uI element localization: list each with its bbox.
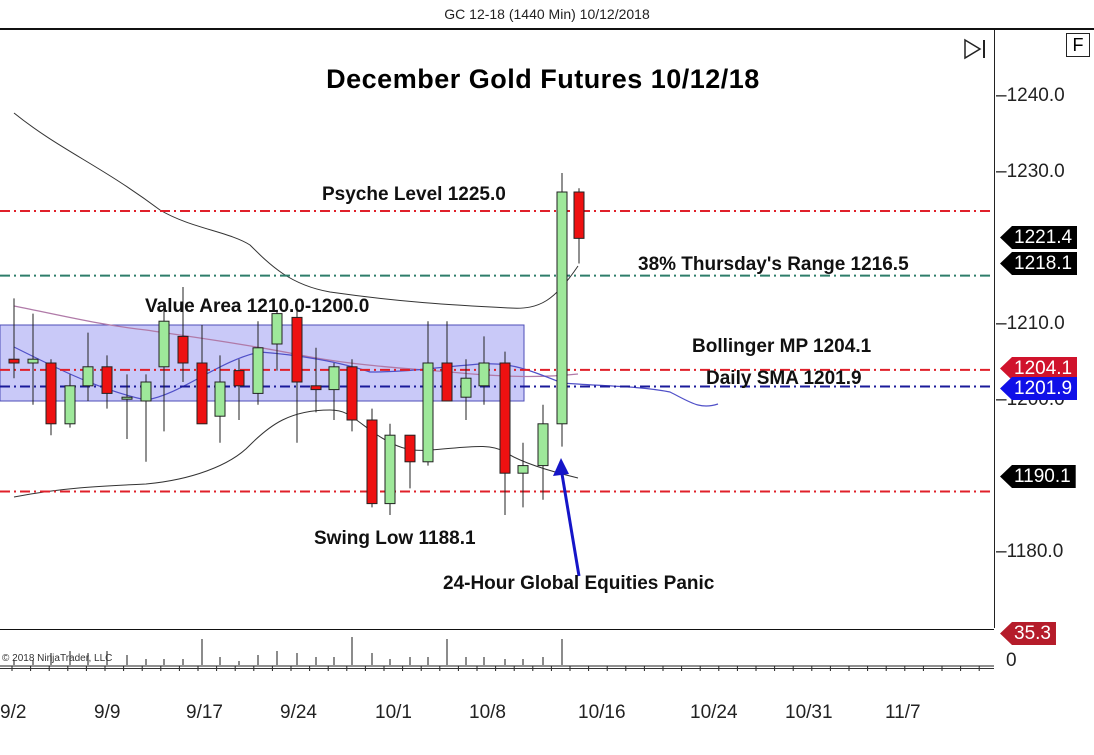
- panic-label: 24-Hour Global Equities Panic: [443, 573, 715, 594]
- bollinger-mp-label: Bollinger MP 1204.1: [692, 336, 872, 357]
- price-tag: 1190.1: [1000, 465, 1076, 488]
- psyche-level-label: Psyche Level 1225.0: [322, 184, 506, 205]
- candle-body: [64, 385, 76, 425]
- bollinger-upper-line: [13, 112, 579, 309]
- candle-body: [158, 320, 170, 368]
- candle-body: [573, 191, 585, 239]
- date-tick-label: 10/16: [578, 702, 626, 723]
- candle-body: [27, 358, 39, 364]
- candle-body: [121, 396, 133, 400]
- daily-sma-label: Daily SMA 1201.9: [706, 368, 862, 389]
- price-tick-label: –1180.0: [996, 541, 1064, 562]
- volume-pane: [0, 629, 994, 669]
- candle-body: [45, 362, 57, 425]
- candle-body: [422, 362, 434, 463]
- copyright-text: © 2018 NinjaTrader, LLC: [2, 653, 113, 664]
- candle-body: [140, 381, 152, 402]
- date-tick-label: 10/8: [469, 702, 506, 723]
- date-tick-label: 10/31: [785, 702, 833, 723]
- candle-body: [233, 370, 245, 387]
- chart-title: December Gold Futures 10/12/18: [326, 64, 760, 94]
- candle-body: [291, 316, 303, 383]
- date-tick-label: 9/24: [280, 702, 317, 723]
- format-button[interactable]: F: [1066, 33, 1090, 57]
- price-plot-area[interactable]: [0, 30, 995, 628]
- candle-body: [537, 423, 549, 467]
- candle-body: [384, 434, 396, 505]
- price-tag: 1201.9: [1000, 377, 1078, 400]
- panic-arrow-shaft: [559, 467, 581, 577]
- candle-body: [196, 362, 208, 425]
- candle-body: [404, 434, 416, 463]
- candle-body: [556, 191, 568, 425]
- candle-body: [441, 362, 453, 402]
- chart-caption: GC 12-18 (1440 Min) 10/12/2018: [0, 0, 1094, 30]
- candle-body: [214, 381, 226, 417]
- candle-body: [8, 358, 20, 364]
- date-tick-label: 10/1: [375, 702, 412, 723]
- date-tick-label: 9/9: [94, 702, 121, 723]
- panic-arrow-head: [553, 458, 569, 476]
- date-tick-label: 9/2: [0, 702, 27, 723]
- date-tick-label: 9/17: [186, 702, 223, 723]
- candle-body: [310, 385, 322, 391]
- candle-body: [460, 377, 472, 398]
- candle-body: [499, 362, 511, 474]
- price-tick-label: –1210.0: [996, 313, 1065, 334]
- price-tick-label: –1240.0: [996, 85, 1065, 106]
- candle-body: [177, 335, 189, 364]
- thursday-range-label: 38% Thursday's Range 1216.5: [638, 254, 909, 275]
- price-tag: 1218.1: [1000, 252, 1078, 275]
- value-area-label: Value Area 1210.0-1200.0: [145, 296, 370, 317]
- candle-body: [271, 313, 283, 345]
- candle-body: [101, 366, 113, 394]
- price-tag: 35.3: [1000, 622, 1056, 645]
- candle-body: [478, 362, 490, 387]
- candle-body: [252, 347, 264, 394]
- candle-body: [328, 366, 340, 391]
- candle-body: [82, 366, 94, 387]
- bollinger-lower-line: [13, 409, 579, 498]
- price-tag: 1221.4: [1000, 226, 1078, 249]
- date-tick-label: 10/24: [690, 702, 738, 723]
- swing-low-label: Swing Low 1188.1: [314, 528, 476, 549]
- volume-zero-label: 0: [1006, 650, 1017, 671]
- price-tick-label: –1230.0: [996, 161, 1065, 182]
- date-tick-label: 11/7: [885, 702, 921, 723]
- price-tag: 1204.1: [1000, 357, 1078, 380]
- candle-body: [517, 465, 529, 474]
- play-to-end-icon[interactable]: [963, 38, 989, 60]
- candle-body: [346, 366, 358, 421]
- candle-body: [366, 419, 378, 505]
